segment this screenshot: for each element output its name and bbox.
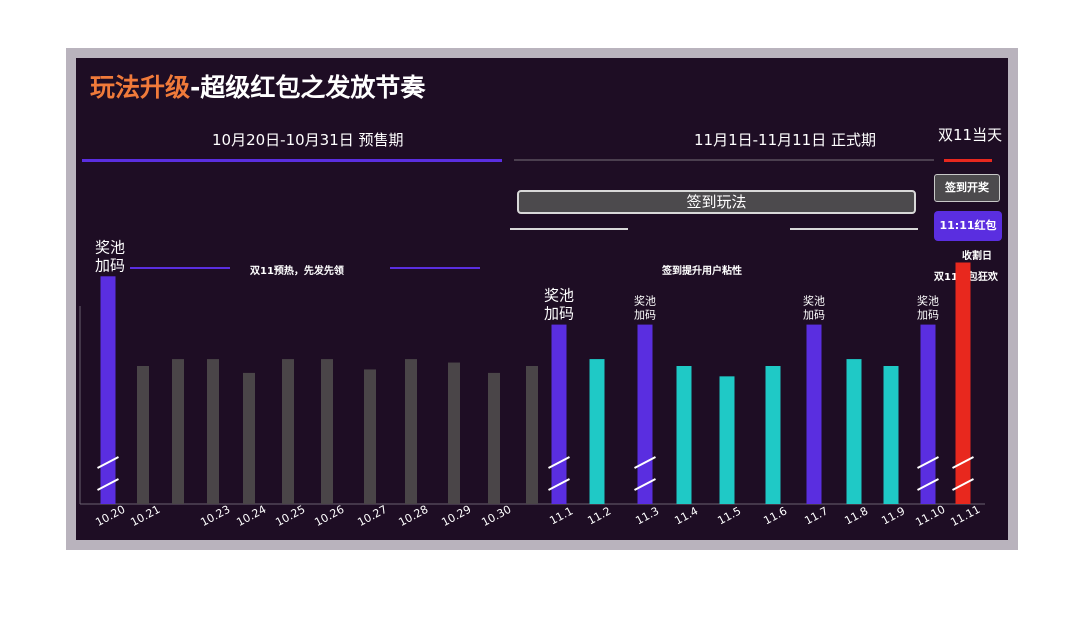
x-tick-label: 11.7: [802, 504, 830, 527]
pool-annotation: 加码: [917, 309, 939, 322]
bar-11.8: [846, 359, 862, 504]
x-tick-label: 10.28: [396, 503, 430, 529]
x-tick-label: 10.25: [273, 503, 307, 529]
x-tick-label: 11.6: [761, 504, 789, 527]
x-tick-label: 10.23: [198, 503, 232, 529]
x-tick-label: 11.2: [585, 504, 613, 527]
bar-10.21: [137, 366, 149, 504]
bar-10.24: [243, 372, 255, 504]
pool-annotation: 奖池: [917, 294, 939, 308]
bar-11.9: [883, 366, 899, 504]
pool-annotation: 加码: [634, 309, 656, 322]
bar-10.28: [405, 359, 417, 504]
harvest-day-label: 收割日: [962, 251, 992, 262]
x-tick-label: 11.3: [633, 504, 661, 527]
presale-bar-line: [82, 159, 502, 162]
page-title: 玩法升级-超级红包之发放节奏: [90, 68, 425, 104]
x-tick-label: 11.4: [672, 504, 700, 527]
day-bar-line: [944, 159, 992, 162]
axis-break-mark: [634, 478, 656, 491]
bar-11.6: [765, 366, 781, 504]
bar-10.25: [282, 359, 294, 504]
x-tick-label: 10.26: [312, 503, 346, 529]
axis-break-mark: [917, 456, 939, 469]
axis-break-mark: [548, 456, 570, 469]
x-tick-label: 10.21: [128, 503, 162, 529]
axis-break-mark: [548, 478, 570, 491]
x-tick-label: 10.24: [234, 503, 268, 529]
pool-annotation: 加码: [544, 305, 574, 323]
pool-annotation: 奖池: [634, 294, 656, 308]
phase-presale-label: 10月20日-10月31日 预售期: [212, 131, 404, 149]
bar-11.3: [637, 324, 653, 504]
axis-break-mark: [634, 456, 656, 469]
x-tick-label: 11.1: [547, 504, 575, 527]
bar-11.1: [551, 324, 567, 504]
bar-11.2: [589, 359, 605, 504]
axis-break-mark: [952, 478, 974, 491]
x-tick-label: 11.8: [842, 504, 870, 527]
checkin-span-right: [790, 228, 918, 230]
axis-break-mark: [917, 478, 939, 491]
bar-10.23: [207, 359, 219, 504]
bar-10.27: [364, 369, 376, 504]
bar-11.7: [806, 324, 822, 504]
checkin-span-left: [510, 228, 628, 230]
warmup-line-left: [130, 267, 230, 269]
x-tick-label: 11.9: [879, 504, 907, 527]
red-packet-box: 11:11红包: [934, 211, 1002, 241]
bar-10.22: [172, 359, 184, 504]
phase-formal-label: 11月1日-11月11日 正式期: [694, 131, 876, 149]
pool-annotation: 奖池: [95, 238, 125, 256]
axis-break-mark: [97, 478, 119, 491]
title-highlight: 玩法升级: [90, 73, 191, 102]
x-tick-label: 11.5: [715, 504, 743, 527]
x-tick-label: 10.20: [93, 503, 127, 529]
x-tick-label: 10.29: [439, 503, 473, 529]
bar-11.5: [719, 376, 735, 504]
x-tick-label: 11.11: [948, 503, 982, 529]
x-tick-label: 10.27: [355, 503, 389, 529]
phase-day-label: 双11当天: [938, 126, 1003, 144]
bar-10.31: [526, 366, 538, 504]
pool-annotation: 加码: [95, 256, 125, 274]
checkin-play-box: 签到玩法: [517, 190, 916, 214]
axis-break-mark: [97, 456, 119, 469]
warmup-label: 双11预热，先发先领: [250, 266, 344, 277]
title-rest: -超级红包之发放节奏: [190, 73, 426, 102]
pool-annotation: 奖池: [803, 294, 825, 308]
stickiness-label: 签到提升用户粘性: [662, 266, 742, 277]
bar-10.20: [100, 276, 116, 504]
bar-11.10: [920, 324, 936, 504]
bar-10.30: [488, 372, 500, 504]
pool-annotation: 奖池: [544, 287, 574, 305]
x-tick-label: 10.30: [479, 503, 513, 529]
pool-annotation: 加码: [803, 309, 825, 322]
bar-11.11: [955, 262, 971, 504]
bar-10.26: [321, 359, 333, 504]
bar-11.4: [676, 366, 692, 504]
warmup-line-right: [390, 267, 480, 269]
checkin-open-box: 签到开奖: [934, 174, 1000, 202]
bar-10.29: [448, 362, 460, 504]
x-tick-label: 11.10: [913, 503, 947, 529]
axis-break-mark: [952, 456, 974, 469]
formal-bar-line: [514, 159, 934, 161]
